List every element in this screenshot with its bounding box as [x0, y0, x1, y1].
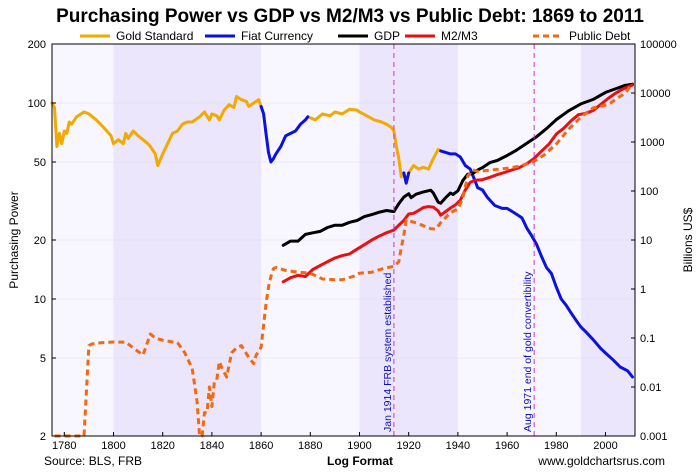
series-line-gold-standard-0 [50, 95, 263, 167]
right-tick-label-5: 100 [640, 186, 658, 198]
left-tick-label-5: 100 [28, 98, 46, 110]
right-tick-label-6: 1000 [640, 137, 664, 149]
right-tick-label-0: 0.001 [640, 431, 668, 443]
legend-label-gold-standard: Gold Standard [116, 29, 193, 43]
legend-label-public-debt: Public Debt [569, 29, 631, 43]
right-tick-label-2: 0.1 [640, 333, 655, 345]
left-tick-label-1: 5 [40, 353, 46, 365]
legend-label-fiat-currency: Fiat Currency [241, 29, 313, 43]
annotations-layer: Jan 1914 FRB system established Aug 1971 … [382, 44, 535, 436]
x-tick-label-4: 1860 [249, 440, 273, 452]
x-tick-label-0: 1780 [52, 440, 76, 452]
x-tick-label-3: 1840 [200, 440, 224, 452]
annotation-label-0: Jan 1914 FRB system established [382, 273, 394, 432]
left-tick-label-4: 50 [34, 157, 46, 169]
left-axis-label: Purchasing Power [7, 191, 21, 288]
x-tick-label-2: 1820 [150, 440, 174, 452]
series-line-gold-standard-1 [306, 107, 406, 179]
series-line-fiat-currency-5 [439, 149, 634, 379]
left-tick-label-0: 2 [40, 431, 46, 443]
x-tick-label-11: 2000 [593, 440, 617, 452]
right-tick-label-7: 10000 [640, 88, 671, 100]
right-axis-label: Billions US$ [681, 207, 695, 272]
x-axis-ticks: 1780 1800 1820 1840 1860 1880 1900 1920 1940 1960… [52, 432, 618, 452]
x-axis-label: Log Format [327, 454, 393, 468]
chart-title: Purchasing Power vs GDP vs M2/M3 vs Publ… [56, 6, 644, 27]
chart-legend: Gold Standard Fiat Currency GDP M2/M3 Public… [80, 29, 631, 43]
footer-website: www.goldchartsrus.com [537, 454, 665, 468]
series-line-gdp-6 [281, 82, 634, 247]
series-layer [50, 82, 634, 438]
series-line-public-debt-8 [54, 83, 634, 438]
right-axis-ticks: 0.001 0.01 0.1 1 10 100 1000 10000 100000 [631, 39, 677, 443]
series-line-fiat-currency-4 [402, 171, 411, 185]
right-tick-label-1: 0.01 [640, 382, 661, 394]
series-line-m2-m3-7 [281, 83, 634, 284]
x-tick-label-5: 1880 [298, 440, 322, 452]
x-tick-label-8: 1940 [446, 440, 470, 452]
left-tick-label-2: 10 [34, 294, 46, 306]
left-tick-label-3: 20 [34, 235, 46, 247]
legend-label-gdp: GDP [374, 29, 400, 43]
left-axis-ticks: 2 5 10 20 50 100 200 [28, 39, 56, 443]
right-tick-label-8: 100000 [640, 39, 677, 51]
x-tick-label-9: 1960 [495, 440, 519, 452]
series-line-gold-standard-2 [407, 147, 443, 175]
footer-source: Source: BLS, FRB [44, 454, 142, 468]
right-tick-label-3: 1 [640, 284, 646, 296]
legend-label-m2-m3: M2/M3 [441, 29, 478, 43]
annotation-label-1: Aug 1971 end of gold convertibility [522, 271, 534, 432]
left-tick-label-6: 200 [28, 39, 46, 51]
x-tick-label-1: 1800 [101, 440, 125, 452]
x-tick-label-10: 1980 [544, 440, 568, 452]
x-tick-label-6: 1900 [347, 440, 371, 452]
series-line-fiat-currency-3 [259, 105, 310, 164]
right-tick-label-4: 10 [640, 235, 652, 247]
x-tick-label-7: 1920 [396, 440, 420, 452]
